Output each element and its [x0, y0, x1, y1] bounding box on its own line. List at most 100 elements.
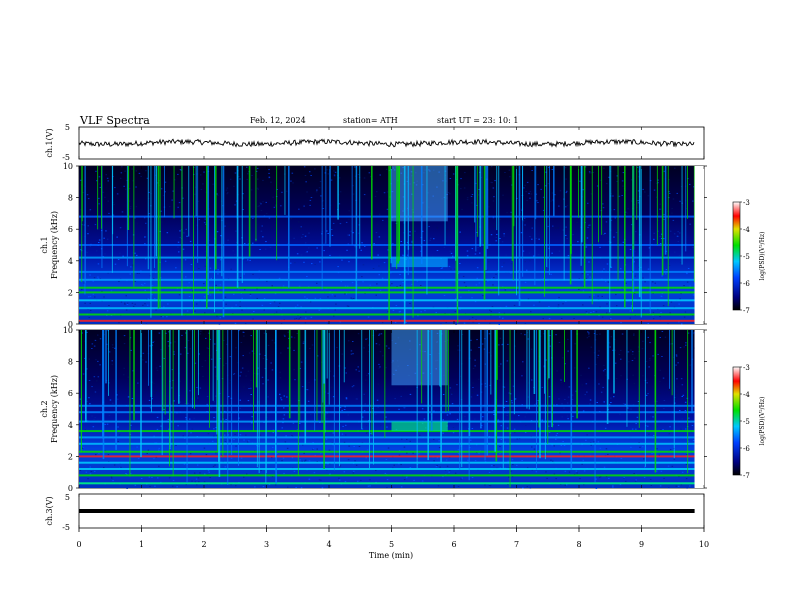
spectrogram-noise — [599, 476, 602, 478]
spectrogram-noise — [239, 407, 241, 409]
spectrogram-noise — [256, 214, 258, 215]
spectrogram-noise — [447, 192, 450, 193]
spectrogram-noise — [643, 476, 646, 478]
spectrogram-noise — [598, 476, 601, 478]
spectrogram-noise — [160, 316, 162, 317]
spectrogram-noise — [119, 227, 122, 229]
spectrogram-noise — [177, 425, 179, 427]
spectrogram-noise — [587, 274, 589, 276]
spectrogram-noise — [194, 362, 197, 364]
spectrogram-noise — [510, 263, 513, 265]
spectrogram-noise — [149, 407, 152, 409]
spectrogram-sferic — [388, 166, 390, 321]
spectrogram-noise — [656, 426, 658, 428]
spectrogram-noise — [282, 457, 285, 459]
spectrogram-band — [79, 291, 695, 294]
spectrogram-noise — [121, 211, 124, 213]
spectrogram-sferic — [581, 166, 583, 243]
spectrogram-sferic — [481, 166, 483, 245]
spectrogram-noise — [322, 200, 324, 201]
spectrogram-noise — [214, 395, 217, 397]
spectrogram-noise — [332, 432, 334, 434]
spectrogram-noise — [233, 373, 235, 375]
spectrogram-noise — [692, 200, 694, 202]
spectrogram-noise — [620, 358, 622, 360]
spectrogram-noise — [123, 343, 126, 345]
spectrogram-noise — [454, 311, 457, 313]
spectrogram-noise — [97, 334, 99, 336]
spectrogram-noise — [639, 446, 641, 448]
spectrogram-noise — [168, 428, 170, 430]
spectrogram-noise — [320, 195, 322, 197]
spectrogram-noise — [91, 343, 94, 345]
spectrogram-noise — [185, 416, 187, 418]
spectrogram-noise — [530, 193, 533, 195]
spectrogram-noise — [204, 473, 206, 475]
spectrogram-noise — [247, 370, 250, 372]
spectrogram-noise — [88, 397, 90, 399]
spectrogram-noise — [144, 243, 146, 245]
spectrogram-noise — [463, 322, 466, 324]
spectrogram-noise — [658, 393, 661, 394]
spectrogram-noise — [503, 429, 506, 431]
spectrogram-noise — [555, 227, 557, 229]
spectrogram-sferic — [570, 166, 572, 254]
spectrogram-noise — [367, 485, 370, 487]
spectrogram-noise — [564, 484, 566, 486]
spectrogram-noise — [272, 196, 274, 198]
spectrogram-noise — [543, 333, 545, 335]
spectrogram-noise — [88, 317, 90, 318]
spectrogram-emission-patch — [391, 257, 448, 268]
spectrogram-noise — [265, 201, 267, 203]
spectrogram-noise — [636, 166, 639, 168]
spectrogram-noise — [530, 348, 533, 350]
spectrogram-noise — [614, 362, 617, 364]
spectrogram-noise — [246, 178, 248, 180]
spectrogram-noise — [609, 346, 611, 348]
spectrogram-noise — [153, 298, 156, 300]
spectrogram-noise — [559, 190, 562, 192]
spectrogram-noise — [304, 459, 307, 461]
spectrogram-noise — [533, 304, 535, 306]
spectrogram-sferic — [384, 330, 386, 438]
spectrogram-noise — [378, 274, 380, 276]
spectrogram-noise — [339, 479, 341, 481]
spectrogram-noise — [450, 393, 453, 395]
spectrogram-noise — [118, 280, 120, 282]
spectrogram-noise — [672, 219, 675, 221]
spectrogram-sferic — [522, 166, 524, 277]
spectrogram-noise — [592, 172, 594, 173]
spectrogram-noise — [470, 339, 472, 341]
spectrogram-noise — [219, 284, 222, 286]
spectrogram-noise — [538, 301, 541, 303]
freq-tick-label: 6 — [68, 389, 73, 398]
spectrogram-sferic — [162, 330, 164, 411]
spectrogram-noise — [339, 191, 342, 193]
spectrogram-noise — [259, 202, 261, 204]
spectrogram-noise — [414, 230, 416, 232]
spectrogram-noise — [603, 401, 605, 403]
spectrogram-noise — [443, 295, 446, 296]
spectrogram-noise — [308, 460, 311, 462]
spectrogram-noise — [468, 319, 471, 321]
spectrogram-noise — [387, 249, 389, 251]
spectrogram-noise — [526, 181, 529, 183]
spectrogram-band — [79, 461, 695, 464]
spectrogram-noise — [189, 240, 192, 242]
spectrogram-sferic — [533, 330, 536, 394]
spectrogram-noise — [400, 241, 403, 242]
spectrogram-noise — [87, 225, 89, 227]
spectrogram-noise — [310, 197, 313, 198]
spectrogram-noise — [272, 446, 274, 448]
spectrogram-noise — [117, 440, 119, 442]
spectrogram-noise — [273, 224, 276, 226]
spectrogram-noise — [290, 180, 292, 182]
spectrogram-noise — [196, 303, 198, 305]
spectrogram-noise — [187, 352, 189, 354]
spectrogram-noise — [589, 403, 591, 405]
spectrogram-sferic — [115, 330, 117, 450]
spectrogram-noise — [516, 464, 518, 466]
spectrogram-noise — [217, 289, 219, 291]
spectrogram-noise — [80, 249, 82, 251]
spectrogram-sferic — [598, 166, 599, 243]
